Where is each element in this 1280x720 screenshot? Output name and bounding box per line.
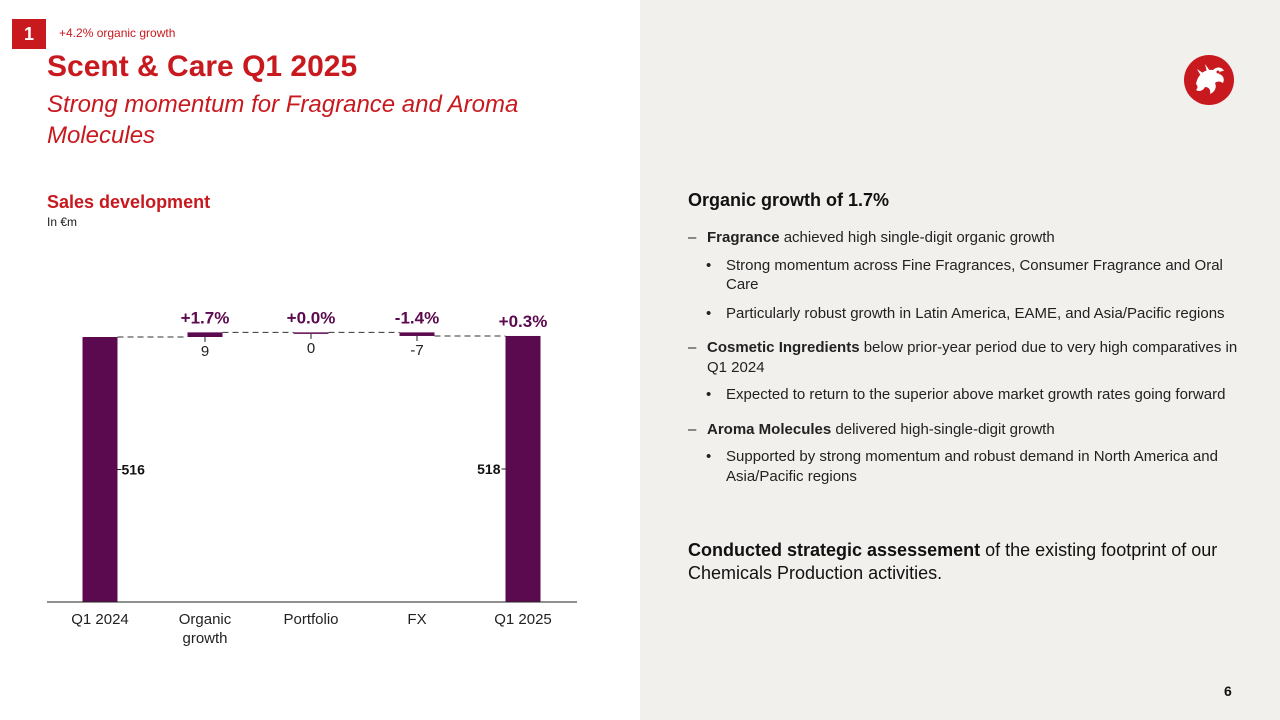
chart-unit: In €m [47,215,78,229]
bullet-aroma-molecules: – Aroma Molecules delivered high-single-d… [688,420,1055,438]
closing-statement: Conducted strategic assessement of the e… [688,539,1248,585]
dragon-logo-icon [1184,55,1234,105]
bar-3 [399,332,435,336]
pct-label: +0.0% [287,308,336,327]
bar-2 [293,332,329,334]
pct-label: -1.4% [395,308,439,327]
value-label: -7 [410,342,423,359]
value-label: 9 [201,343,209,360]
kicker-text: +4.2% organic growth [59,26,176,40]
sub-bullet-text: Particularly robust growth in Latin Amer… [726,304,1225,322]
bar-0 [82,337,118,602]
bullet-bold: Aroma Molecules [707,420,832,438]
closing-text: of the existing footprint of our Chemica… [688,540,1218,583]
x-tick-label: Portfolio [283,611,338,628]
bullet-text: achieved high single-digit organic growt… [779,229,1055,246]
bullet-bold: Cosmetic Ingredients [707,339,860,356]
value-label: 516 [122,462,146,478]
pct-label: +1.7% [181,308,230,327]
bullet-list: – Fragrance achieved high single-digit or… [688,228,1248,495]
right-heading: Organic growth of 1.7% [688,190,890,210]
sub-bullet: • Supported by strong momentum and robust… [706,448,1218,485]
closing-bold: Conducted strategic assessement [688,540,981,560]
bullet-fragrance: – Fragrance achieved high single-digit or… [688,229,1055,246]
page-subtitle: Strong momentum for Fragrance and Aroma … [47,91,519,149]
pct-label: +0.3% [499,312,548,331]
sub-bullet: • Expected to return to the superior abov… [706,386,1226,403]
bullet-bold: Fragrance [707,229,780,246]
sub-bullet-text: Supported by strong momentum and robust … [726,448,1218,485]
right-panel [640,0,1280,720]
page-number: 6 [1224,683,1232,699]
waterfall-chart: Q1 2024 Organic growth Portfolio FX Q1 2025 51… [47,308,577,647]
bullet-text: delivered high-single-digit growth [831,420,1055,438]
bullet-cosmetic-ingredients: – Cosmetic Ingredients below prior-year p… [688,339,1238,376]
bar-1 [187,332,223,337]
x-tick-label: Q1 2025 [494,611,552,628]
chart-title: Sales development [47,192,211,212]
x-tick-label: growth [182,630,227,647]
x-tick-label: Q1 2024 [71,611,129,628]
sub-bullet-text: Strong momentum across Fine Fragrances, … [726,256,1223,294]
x-tick-label: Organic [179,611,232,628]
sub-bullet-text: Expected to return to the superior above… [726,386,1226,403]
x-tick-label: FX [407,611,426,628]
page-title: Scent & Care Q1 2025 [47,50,358,83]
value-label: 0 [307,340,315,357]
section-number-badge: 1 [12,19,46,49]
bar-4 [505,335,541,602]
bullet-text: below prior-year period due to very high… [707,339,1238,376]
sub-bullet: • Particularly robust growth in Latin Ame… [706,304,1225,322]
sub-bullet: • Strong momentum across Fine Fragrances,… [706,256,1223,294]
value-label: 518 [477,461,501,477]
